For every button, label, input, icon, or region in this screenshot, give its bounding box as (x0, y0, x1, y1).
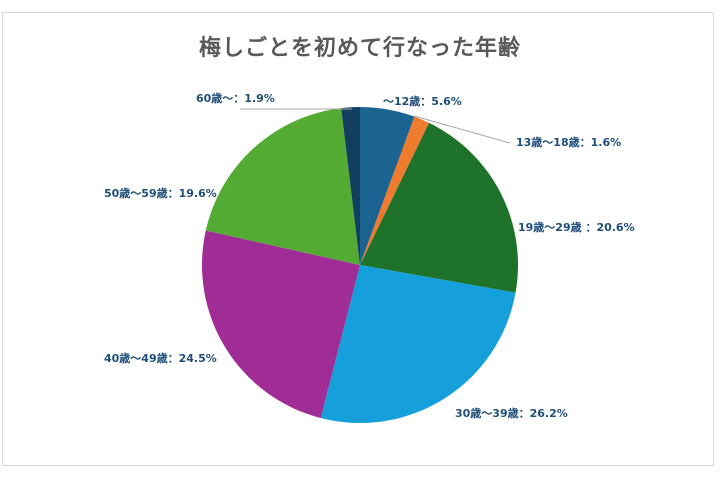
label-under-12: 〜12歳：5.6% (383, 95, 462, 108)
chart-title: 梅しごとを初めて行なった年齢 (198, 36, 521, 61)
pie-slice-6 (341, 106, 360, 265)
pie-slice-1 (360, 116, 430, 266)
pie-slice-3 (320, 265, 516, 424)
label-40-49: 40歳〜49歳：24.5% (104, 352, 217, 365)
label-13-18: 13歳〜18歳：1.6% (516, 136, 622, 149)
pie-slice-5 (205, 108, 360, 266)
label-19-29: 19歳〜29歳 ：20.6% (518, 221, 635, 234)
label-30-39: 30歳〜39歳：26.2% (455, 407, 568, 420)
label-50-59: 50歳〜59歳：19.6% (104, 187, 217, 200)
leader-line-13-18 (413, 115, 511, 144)
pie-slice-2 (360, 122, 518, 293)
pie-slices (202, 106, 518, 424)
pie-slice-0 (360, 107, 415, 265)
label-60plus: 60歳〜：1.9% (196, 92, 275, 105)
pie-slice-4 (202, 230, 360, 419)
